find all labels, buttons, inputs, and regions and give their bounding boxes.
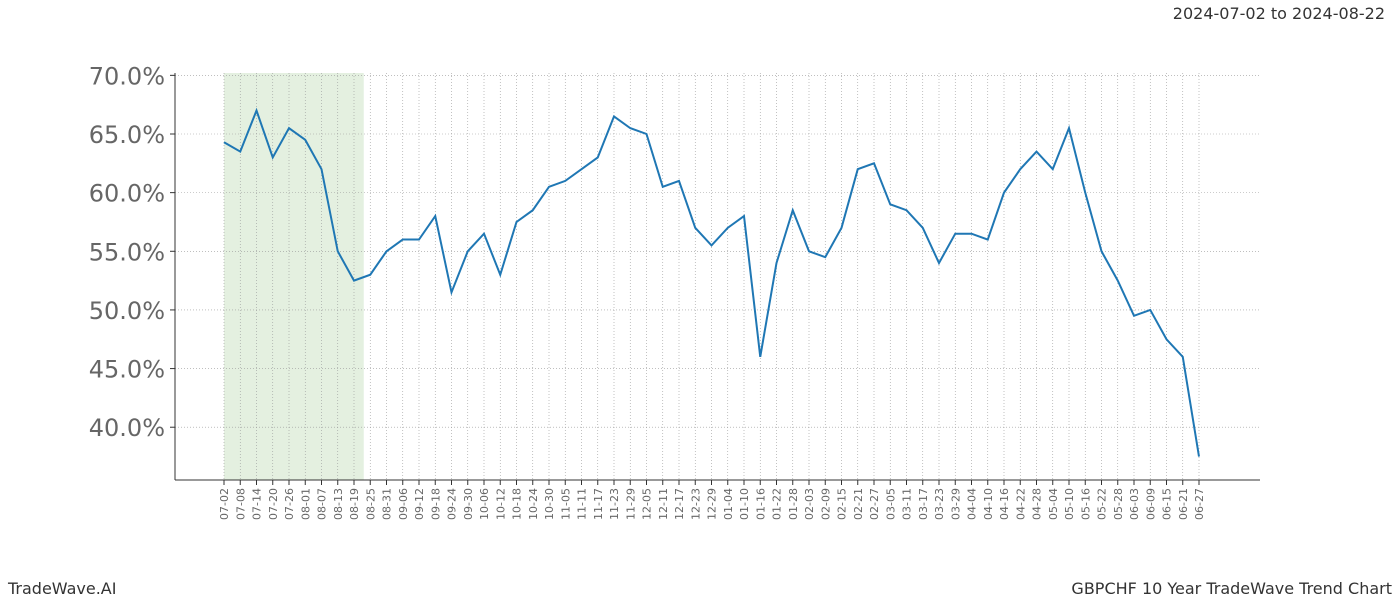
x-tick-label: 12-29 — [706, 488, 719, 520]
x-tick-label: 12-23 — [689, 488, 702, 520]
x-tick-label: 03-11 — [901, 488, 914, 520]
x-tick-label: 05-16 — [1079, 488, 1092, 520]
x-tick-label: 03-23 — [933, 488, 946, 520]
x-tick-label: 06-15 — [1161, 488, 1174, 520]
x-tick-label: 04-28 — [1031, 488, 1044, 520]
x-tick-label: 07-08 — [234, 488, 247, 520]
x-tick-label: 09-06 — [397, 488, 410, 520]
x-tick-label: 07-02 — [218, 488, 231, 520]
x-tick-label: 11-11 — [576, 488, 589, 520]
x-tick-label: 06-27 — [1193, 488, 1206, 520]
x-tick-label: 11-23 — [608, 488, 621, 520]
x-tick-label: 02-21 — [852, 488, 865, 520]
highlight-region — [224, 73, 364, 480]
x-tick-label: 07-20 — [267, 488, 280, 520]
x-tick-label: 08-25 — [364, 488, 377, 520]
x-tick-label: 05-10 — [1063, 488, 1076, 520]
x-tick-label: 12-17 — [673, 488, 686, 520]
y-tick-label: 45.0% — [89, 356, 165, 384]
x-tick-label: 05-28 — [1112, 488, 1125, 520]
y-tick-label: 60.0% — [89, 180, 165, 208]
y-tick-label: 65.0% — [89, 121, 165, 149]
x-tick-label: 08-19 — [348, 488, 361, 520]
chart-title: GBPCHF 10 Year TradeWave Trend Chart — [1071, 579, 1392, 598]
x-tick-label: 01-10 — [738, 488, 751, 520]
x-tick-label: 04-10 — [982, 488, 995, 520]
x-tick-label: 03-29 — [949, 488, 962, 520]
trend-line — [223, 107, 1200, 457]
x-tick-label: 11-05 — [559, 488, 572, 520]
x-tick-label: 04-22 — [1014, 488, 1027, 520]
x-tick-label: 07-14 — [251, 488, 264, 520]
x-tick-label: 05-22 — [1096, 488, 1109, 520]
x-tick-label: 12-11 — [657, 488, 670, 520]
x-tick-label: 02-15 — [836, 488, 849, 520]
x-tick-label: 04-04 — [966, 488, 979, 520]
x-tick-label: 10-30 — [543, 488, 556, 520]
x-tick-label: 03-05 — [884, 488, 897, 520]
x-tick-label: 09-30 — [462, 488, 475, 520]
x-tick-label: 08-31 — [381, 488, 394, 520]
x-tick-label: 05-04 — [1047, 488, 1060, 520]
x-tick-label: 01-28 — [787, 488, 800, 520]
y-tick-label: 70.0% — [89, 62, 165, 90]
x-tick-label: 08-13 — [332, 488, 345, 520]
y-tick-label: 50.0% — [89, 297, 165, 325]
date-range: 2024-07-02 to 2024-08-22 — [1173, 4, 1385, 23]
x-tick-label: 06-03 — [1128, 488, 1141, 520]
x-tick-label: 06-21 — [1177, 488, 1190, 520]
x-tick-label: 08-07 — [316, 488, 329, 520]
x-tick-label: 10-24 — [527, 488, 540, 520]
x-tick-label: 11-17 — [592, 488, 605, 520]
x-tick-label: 02-27 — [868, 488, 881, 520]
brand: TradeWave.AI — [7, 579, 116, 598]
x-tick-label: 11-29 — [624, 488, 637, 520]
x-tick-label: 02-09 — [819, 488, 832, 520]
x-tick-label: 09-18 — [429, 488, 442, 520]
x-tick-label: 12-05 — [641, 488, 654, 520]
x-tick-label: 03-17 — [917, 488, 930, 520]
x-tick-label: 09-24 — [446, 488, 459, 520]
x-tick-label: 02-03 — [803, 488, 816, 520]
x-tick-label: 01-04 — [722, 488, 735, 520]
x-tick-label: 01-22 — [771, 488, 784, 520]
y-tick-label: 40.0% — [89, 414, 165, 442]
x-tick-label: 04-16 — [998, 488, 1011, 520]
x-tick-label: 10-12 — [494, 488, 507, 520]
x-tick-label: 01-16 — [754, 488, 767, 520]
x-tick-label: 07-26 — [283, 488, 296, 520]
x-tick-label: 06-09 — [1144, 488, 1157, 520]
x-tick-label: 10-06 — [478, 488, 491, 520]
x-tick-label: 10-18 — [511, 488, 524, 520]
y-tick-label: 55.0% — [89, 238, 165, 266]
x-tick-label: 08-01 — [299, 488, 312, 520]
x-tick-label: 09-12 — [413, 488, 426, 520]
